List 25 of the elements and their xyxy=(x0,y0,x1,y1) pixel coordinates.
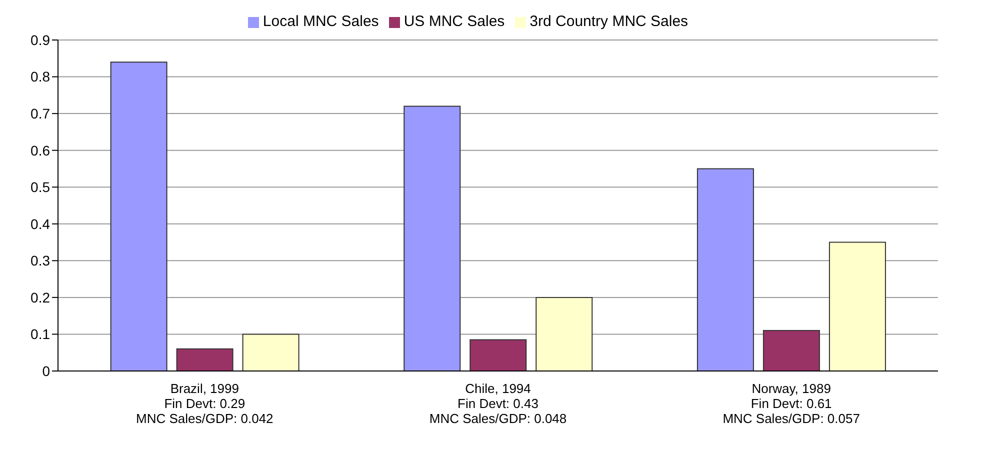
bar xyxy=(242,334,300,371)
bar xyxy=(696,168,754,371)
y-tick-label: 0.8 xyxy=(30,68,50,85)
bar xyxy=(470,339,527,371)
y-tick-label: 0.5 xyxy=(30,179,50,196)
y-tick-label: 0.1 xyxy=(30,326,50,342)
y-tick-label: 0.9 xyxy=(30,32,50,48)
bar xyxy=(828,242,886,371)
bar xyxy=(404,106,461,371)
bar xyxy=(176,348,234,371)
y-tick-label: 0.4 xyxy=(30,216,50,232)
x-tick-label: Brazil, 1999 Fin Devt: 0.29 MNC Sales/GDP: 0.042 xyxy=(136,381,274,426)
legend-label: 3rd Country MNC Sales xyxy=(530,13,688,30)
y-tick-label: 0.6 xyxy=(30,142,50,158)
x-tick-label: Norway, 1989 Fin Devt: 0.61 MNC Sales/GDP: 0.057 xyxy=(722,381,860,426)
y-tick-label: 0.7 xyxy=(30,106,50,122)
bar xyxy=(536,296,593,371)
y-tick-label: 0.2 xyxy=(30,289,50,306)
legend-label: US MNC Sales xyxy=(404,13,505,30)
bar xyxy=(110,62,168,371)
legend-label: Local MNC Sales xyxy=(262,13,379,30)
bar xyxy=(762,330,820,371)
y-tick-label: 0.3 xyxy=(30,252,50,269)
x-tick-label: Chile, 1994 Fin Devt: 0.43 MNC Sales/GDP: 0.048 xyxy=(429,381,567,426)
y-tick-label: 0 xyxy=(42,362,50,379)
